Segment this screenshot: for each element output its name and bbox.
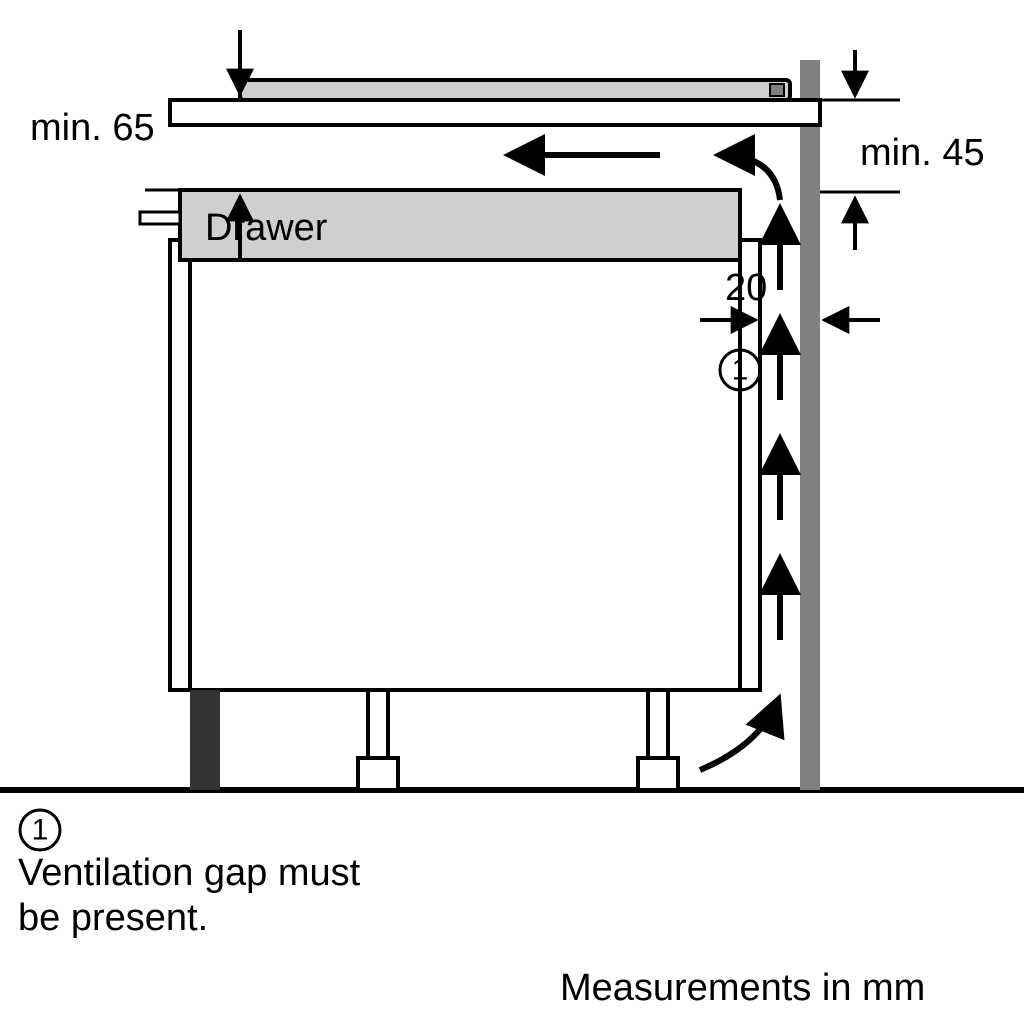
installation-diagram: Drawer min. 65 min. 45 20: [0, 0, 1024, 1024]
wall: [800, 60, 820, 790]
svg-text:1: 1: [732, 354, 749, 387]
units-label: Measurements in mm: [560, 967, 925, 1009]
cabinet-body: [170, 240, 760, 690]
svg-text:1: 1: [32, 814, 49, 847]
leg-light-2: [638, 690, 678, 790]
note-line2: be present.: [18, 897, 208, 939]
svg-text:min. 45: min. 45: [860, 132, 985, 174]
ref-1-legend: 1: [20, 810, 60, 850]
worktop: [170, 100, 820, 125]
drawer-label: Drawer: [205, 207, 328, 249]
hob: [240, 80, 790, 100]
airflow-curve-bottom: [700, 700, 778, 770]
note-line1: Ventilation gap must: [18, 852, 361, 894]
dim-min45: min. 45: [820, 50, 985, 250]
leg-dark: [190, 690, 220, 790]
svg-text:min. 65: min. 65: [30, 107, 155, 149]
leg-light-1: [358, 690, 398, 790]
svg-text:20: 20: [725, 267, 767, 309]
drawer-handle: [140, 212, 180, 224]
